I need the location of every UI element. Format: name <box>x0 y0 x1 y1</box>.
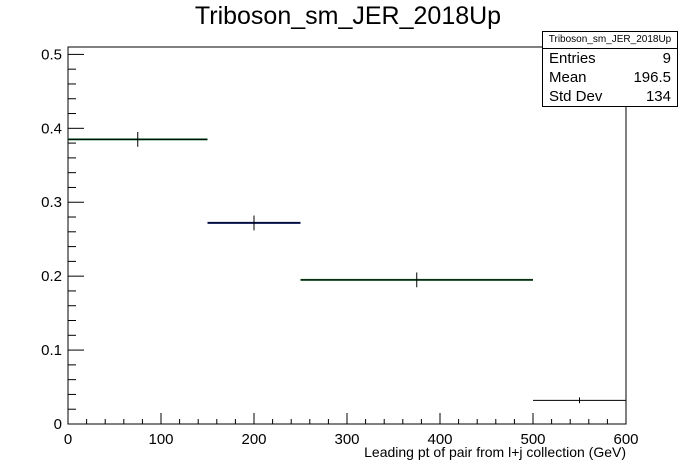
x-tick-label: 400 <box>427 431 452 448</box>
chart-title: Triboson_sm_JER_2018Up <box>194 2 502 30</box>
stats-row-stddev: Std Dev 134 <box>543 87 677 106</box>
stats-label: Mean <box>549 69 587 86</box>
y-tick-label: 0.2 <box>41 268 62 285</box>
stats-row-entries: Entries 9 <box>543 49 677 68</box>
y-tick-label: 0.3 <box>41 194 62 211</box>
stats-value: 9 <box>662 50 671 67</box>
x-tick-label: 100 <box>148 431 173 448</box>
stats-label: Std Dev <box>549 88 603 105</box>
y-tick-label: 0 <box>54 416 62 433</box>
x-tick-label: 200 <box>241 431 266 448</box>
y-tick-label: 0.5 <box>41 46 62 63</box>
stats-label: Entries <box>549 50 596 67</box>
x-tick-label: 0 <box>64 431 72 448</box>
y-tick-label: 0.4 <box>41 120 62 137</box>
y-tick-label: 0.1 <box>41 342 62 359</box>
x-tick-label: 500 <box>520 431 545 448</box>
stats-value: 196.5 <box>633 69 671 86</box>
x-axis-label: Leading pt of pair from l+j collection (… <box>364 444 626 460</box>
x-tick-label: 300 <box>334 431 359 448</box>
stats-row-mean: Mean 196.5 <box>543 68 677 87</box>
stats-value: 134 <box>645 88 671 105</box>
x-tick-label: 600 <box>613 431 638 448</box>
stats-box: Triboson_sm_JER_2018Up Entries 9 Mean 19… <box>542 31 678 107</box>
stats-title: Triboson_sm_JER_2018Up <box>543 32 677 49</box>
